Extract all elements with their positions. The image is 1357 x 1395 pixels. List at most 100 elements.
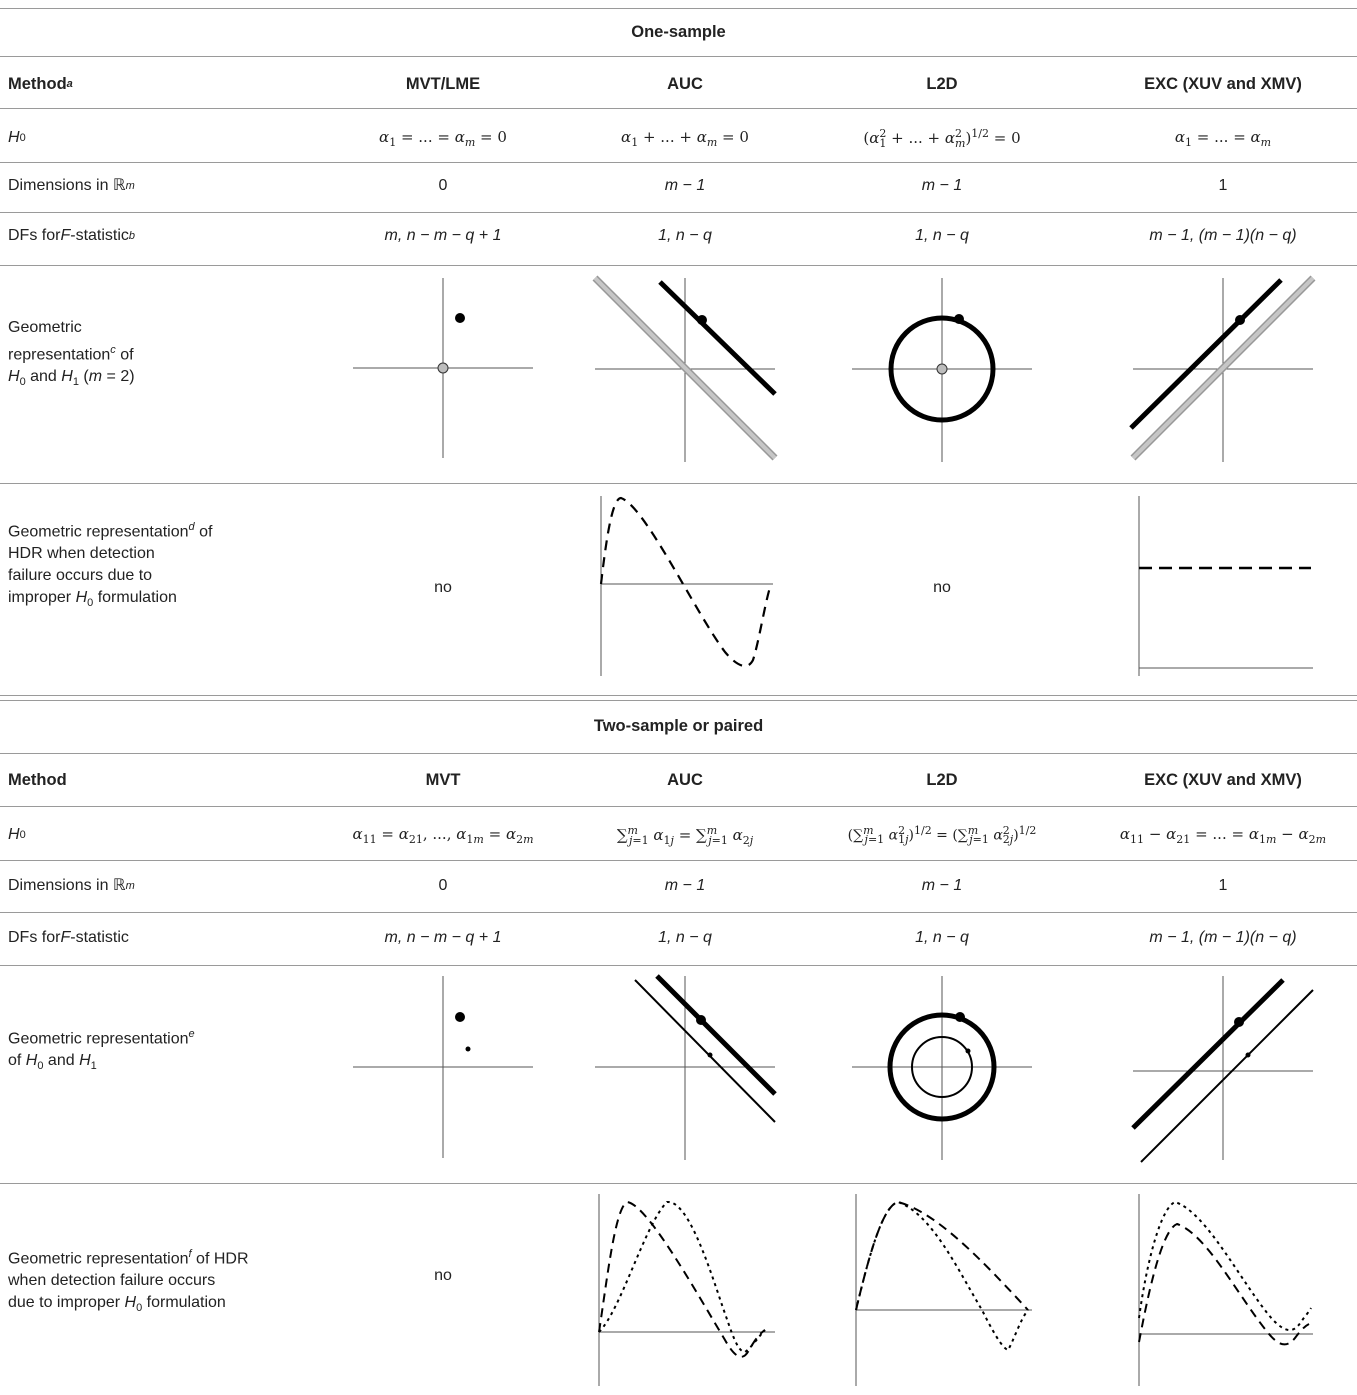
h0-point (465, 1046, 471, 1052)
h1-line (655, 974, 777, 1096)
dfs-mvt: m, n − m − q + 1 (384, 227, 502, 244)
figure-geo-mvt (343, 272, 543, 472)
h1-point (696, 1015, 706, 1025)
column-header-l2d: L2D (926, 74, 958, 93)
rule (0, 56, 1357, 57)
header-method-label-2: Method (8, 771, 67, 789)
rule (0, 806, 1357, 807)
h1-line (658, 280, 777, 396)
h0-point (1245, 1052, 1251, 1058)
h0-point (437, 362, 449, 374)
row-label-hdr-2: Geometric representationf of HDR when de… (8, 1247, 249, 1315)
h0-auc-formula: α1 + ... + αm = 0 (621, 127, 749, 149)
h0-point (707, 1052, 713, 1058)
rule (0, 108, 1357, 109)
column-header-exc-2: EXC (XUV and XMV) (1144, 770, 1302, 789)
h1-point (455, 1012, 465, 1022)
rule (0, 753, 1357, 754)
h1-point (455, 313, 465, 323)
column-header-mvt-lme: MVT/LME (405, 74, 481, 93)
hdr-mvt-no: no (434, 579, 452, 596)
rule (0, 965, 1357, 966)
dfs-auc-2: 1, n − q (658, 929, 712, 946)
h0-exc-formula-2: α11 − α21 = ... = α1m − α2m (1119, 824, 1327, 846)
h1-point (955, 1012, 965, 1022)
figure-geo-auc (585, 272, 785, 472)
h1-point (1234, 1017, 1244, 1027)
dims-mvt: 0 (438, 177, 448, 194)
row-label-dfs: DFs for F -statistic b (8, 227, 136, 244)
section-title-two-sample: Two-sample or paired (593, 716, 764, 735)
column-header-auc-2: AUC (667, 770, 703, 789)
h0-l2d-formula: (α21 + ... + α2m)1/2 = 0 (863, 126, 1021, 150)
h0-mvt-formula-2: α11 = α21, ..., α1m = α2m (352, 824, 534, 846)
figure-geo-exc-2 (1123, 970, 1323, 1170)
rule (0, 860, 1357, 861)
rule (0, 483, 1357, 484)
h0-line-core (593, 276, 777, 460)
dims-l2d: m − 1 (921, 177, 963, 194)
h0-exc-formula: α1 = ... = αm (1174, 127, 1272, 149)
figure-geo-l2d (842, 272, 1042, 472)
rule (0, 912, 1357, 913)
row-label-dfs-2: DFs for F -statistic (8, 929, 129, 946)
dims-mvt-2: 0 (438, 877, 448, 894)
hdr-curve-dashed (855, 1200, 1029, 1311)
h0-mvt-formula: α1 = ... = αm = 0 (379, 127, 507, 149)
h1-line (1129, 278, 1283, 430)
section-separator-top (0, 695, 1357, 696)
hdr-curve (599, 496, 773, 667)
rule (0, 1183, 1357, 1184)
hdr-curve-dotted (598, 1200, 766, 1354)
h1-point (697, 315, 707, 325)
section-title-one-sample: One-sample (631, 22, 726, 41)
dfs-mvt-2: m, n − m − q + 1 (384, 929, 502, 946)
figure-hdr-exc (1123, 492, 1323, 682)
h1-circle (888, 315, 996, 423)
figure-hdr-auc (585, 492, 785, 682)
figure-geo-l2d-2 (842, 970, 1042, 1170)
h1-point (1235, 315, 1245, 325)
figure-geo-auc-2 (585, 970, 785, 1170)
dfs-auc: 1, n − q (658, 227, 712, 244)
dfs-exc-2: m − 1, (m − 1)(n − q) (1149, 929, 1297, 946)
dims-l2d-2: m − 1 (921, 877, 963, 894)
h1-circle (887, 1012, 997, 1122)
column-header-l2d-2: L2D (926, 770, 958, 789)
row-label-geometric-2: Geometric representatione of H0 and H1 (8, 1027, 195, 1073)
figure-hdr-l2d-2 (842, 1190, 1042, 1390)
dims-exc-2: 1 (1218, 877, 1228, 894)
rule (0, 265, 1357, 266)
hdr-l2d-no: no (933, 579, 951, 596)
figure-hdr-auc-2 (585, 1190, 785, 1390)
hdr-curve-dashed (1138, 1222, 1310, 1346)
rule (0, 162, 1357, 163)
row-label-hdr: Geometric representationd of HDR when de… (8, 520, 213, 610)
hdr-curve-dotted (1138, 1200, 1312, 1331)
h0-point (965, 1048, 971, 1054)
h0-line (1140, 989, 1314, 1163)
hdr-curve-dotted (855, 1200, 1029, 1352)
dfs-exc: m − 1, (m − 1)(n − q) (1149, 227, 1297, 244)
dfs-l2d: 1, n − q (915, 227, 969, 244)
column-header-mvt: MVT (425, 770, 461, 789)
hdr-mvt-no-2: no (434, 1267, 452, 1284)
h1-line (1131, 978, 1285, 1130)
dims-exc: 1 (1218, 177, 1228, 194)
column-header-exc: EXC (XUV and XMV) (1144, 74, 1302, 93)
section-separator-bottom (0, 700, 1357, 701)
h0-line (634, 979, 776, 1123)
h1-point (954, 314, 964, 324)
hdr-curve-dashed (598, 1200, 766, 1358)
h0-l2d-formula-2: (∑mj=1 α21j)1/2 = (∑mj=1 α22j)1/2 (847, 823, 1037, 847)
dfs-l2d-2: 1, n − q (915, 929, 969, 946)
rule (0, 212, 1357, 213)
figure-geo-mvt-2 (343, 970, 543, 1170)
h0-circle (911, 1036, 973, 1098)
h0-line-core (1131, 276, 1315, 460)
row-label-geometric-h0-h1: Geometric representationc of H0 and H1 (… (8, 318, 135, 389)
figure-geo-exc (1123, 272, 1323, 472)
